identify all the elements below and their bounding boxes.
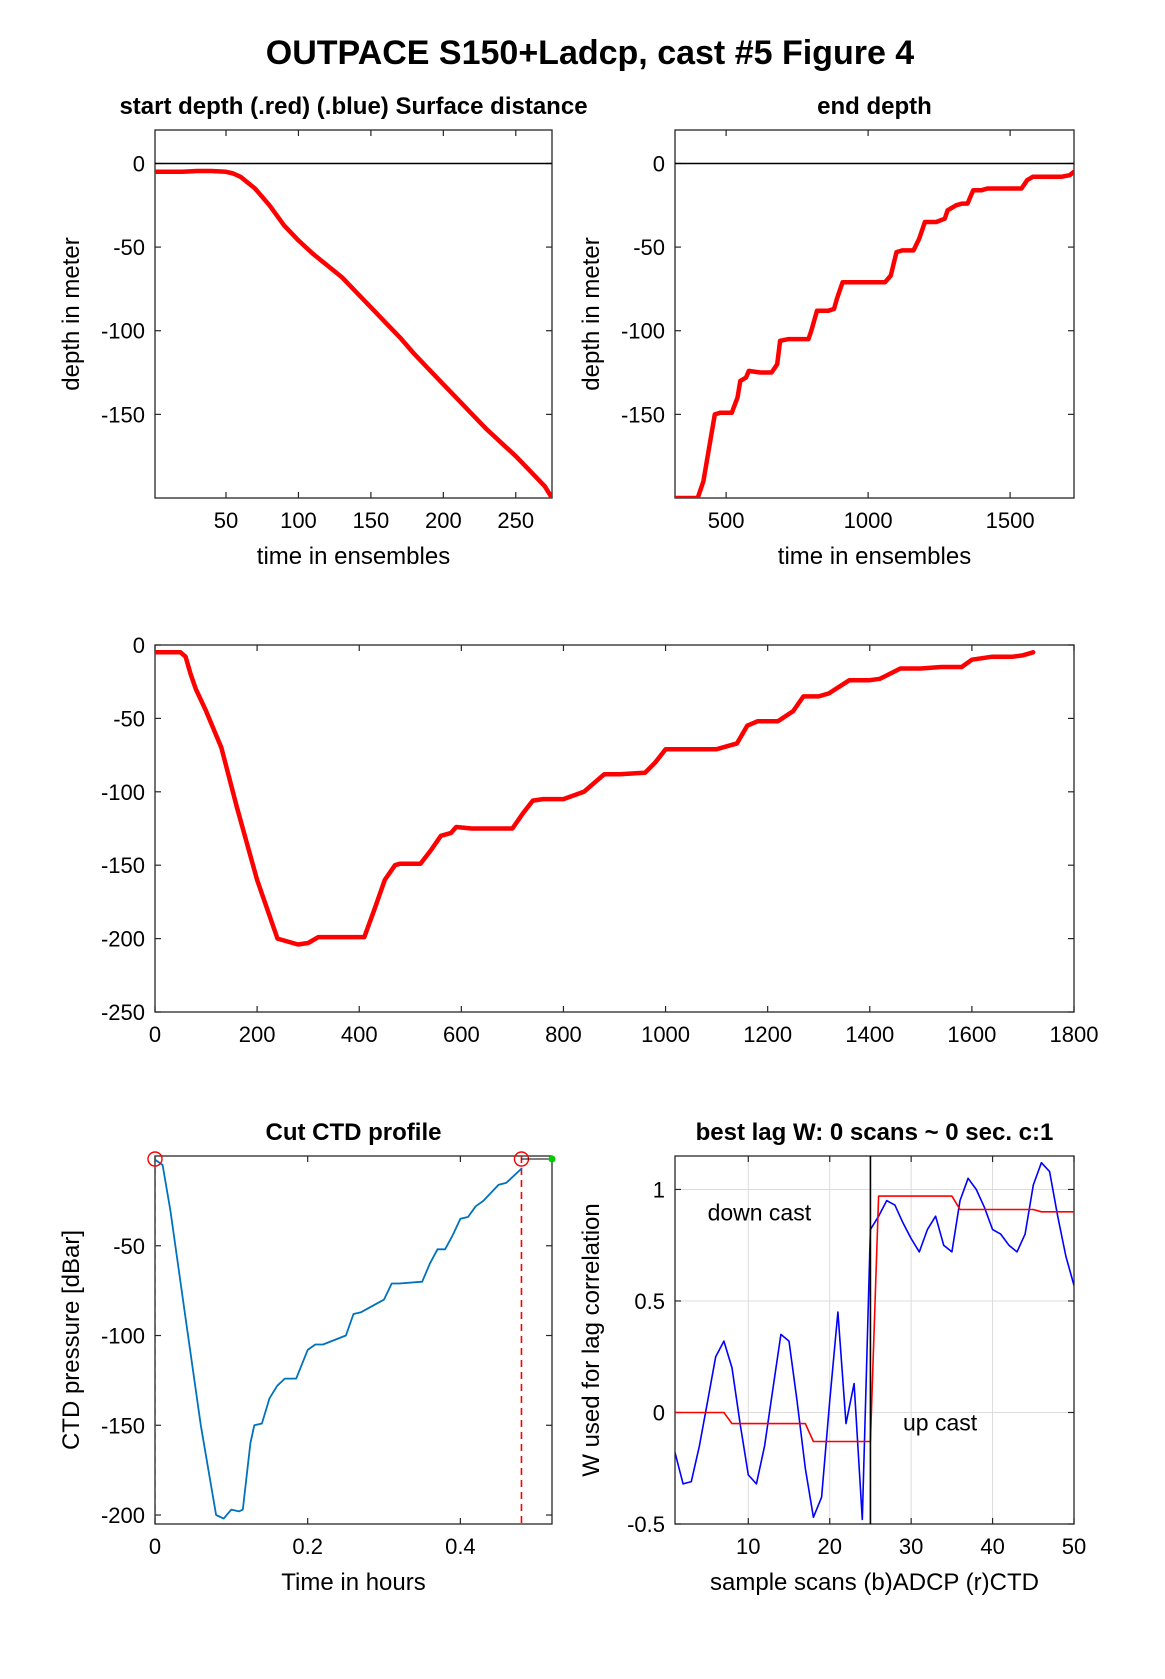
end-depth-plot-area [675, 169, 1074, 498]
x-tick-label: 200 [425, 508, 462, 533]
y-tick-label: -200 [101, 1503, 145, 1528]
y-tick-label: -50 [113, 1234, 145, 1259]
figure-title: OUTPACE S150+Ladcp, cast #5 Figure 4 [266, 34, 915, 72]
start-depth-title: start depth (.red) (.blue) Surface dista… [119, 93, 587, 120]
x-tick-label: 20 [817, 1534, 841, 1559]
x-tick-label: 250 [497, 508, 534, 533]
start-depth-series-0-line [155, 168, 552, 498]
y-tick-label: 0 [653, 1400, 665, 1425]
y-tick-label: -100 [101, 1324, 145, 1349]
x-tick-label: 40 [980, 1534, 1004, 1559]
y-tick-label: -150 [621, 402, 665, 427]
y-tick-label: 0 [653, 151, 665, 176]
y-tick-label: -100 [101, 319, 145, 344]
green-end-dot [548, 1155, 556, 1163]
start-depth-xlabel: time in ensembles [257, 543, 450, 570]
x-tick-label: 1400 [845, 1022, 894, 1047]
cut-ctd-plot-area [155, 1156, 523, 1524]
y-tick-label: -50 [633, 235, 665, 260]
start-depth-plot-area [155, 168, 552, 498]
end-depth-title: end depth [817, 93, 932, 120]
best-lag-title: best lag W: 0 scans ~ 0 sec. c:1 [696, 1119, 1054, 1146]
x-tick-label: 100 [280, 508, 317, 533]
x-tick-label: 50 [214, 508, 238, 533]
x-tick-label: 0 [149, 1022, 161, 1047]
x-tick-label: 1200 [743, 1022, 792, 1047]
y-tick-label: -150 [101, 1413, 145, 1438]
y-tick-label: -250 [101, 1000, 145, 1025]
up-cast-label: up cast [903, 1409, 978, 1435]
y-tick-label: 0 [133, 633, 145, 658]
end-depth-axes-box [674, 129, 1075, 499]
x-tick-label: 1600 [947, 1022, 996, 1047]
best-lag-axes-box [674, 1155, 1075, 1525]
end-depth-ylabel: depth in meter [578, 237, 605, 390]
cut-marker-circle [147, 1151, 163, 1167]
y-tick-label: -0.5 [627, 1512, 665, 1537]
x-tick-label: 30 [899, 1534, 923, 1559]
end-depth-xlabel: time in ensembles [778, 543, 971, 570]
y-tick-label: -150 [101, 853, 145, 878]
y-tick-label: 0.5 [634, 1289, 665, 1314]
x-tick-label: 0.2 [292, 1534, 323, 1559]
best-lag-ylabel: W used for lag correlation [578, 1203, 605, 1476]
full-depth-series-0-line [155, 650, 1036, 947]
x-tick-label: 400 [341, 1022, 378, 1047]
y-tick-label: -200 [101, 927, 145, 952]
down-cast-label: down cast [708, 1200, 812, 1226]
x-tick-label: 0 [149, 1534, 161, 1559]
cut-ctd-ylabel: CTD pressure [dBar] [58, 1230, 85, 1450]
start-depth-axes-box [154, 129, 553, 499]
x-tick-label: 1800 [1050, 1022, 1099, 1047]
x-tick-label: 200 [239, 1022, 276, 1047]
y-tick-label: 1 [653, 1177, 665, 1202]
x-tick-label: 150 [353, 508, 390, 533]
y-tick-label: -50 [113, 706, 145, 731]
y-tick-label: -150 [101, 402, 145, 427]
x-tick-label: 600 [443, 1022, 480, 1047]
best-lag-series-ctd-line [675, 1195, 1074, 1443]
x-tick-label: 1000 [844, 508, 893, 533]
x-tick-label: 800 [545, 1022, 582, 1047]
start-depth-ylabel: depth in meter [58, 237, 85, 390]
y-tick-label: 0 [133, 151, 145, 176]
x-tick-label: 1500 [986, 508, 1035, 533]
x-tick-label: 1000 [641, 1022, 690, 1047]
full-depth-axes-box [154, 644, 1075, 1013]
y-tick-label: -50 [113, 235, 145, 260]
y-tick-label: -100 [621, 319, 665, 344]
x-tick-label: 500 [708, 508, 745, 533]
cut-ctd-axes-box [154, 1155, 553, 1525]
x-tick-label: 0.4 [445, 1534, 476, 1559]
cut-ctd-series-0-line [155, 1158, 523, 1520]
best-lag-series-adcp-line [675, 1161, 1074, 1521]
y-tick-label: -100 [101, 780, 145, 805]
best-lag-xlabel: sample scans (b)ADCP (r)CTD [710, 1569, 1039, 1596]
end-depth-series-0-line [675, 169, 1074, 498]
x-tick-label: 10 [736, 1534, 760, 1559]
cut-ctd-xlabel: Time in hours [281, 1569, 426, 1596]
x-tick-label: 50 [1062, 1534, 1086, 1559]
full-depth-plot-area [155, 650, 1036, 947]
cut-ctd-title: Cut CTD profile [266, 1119, 442, 1146]
